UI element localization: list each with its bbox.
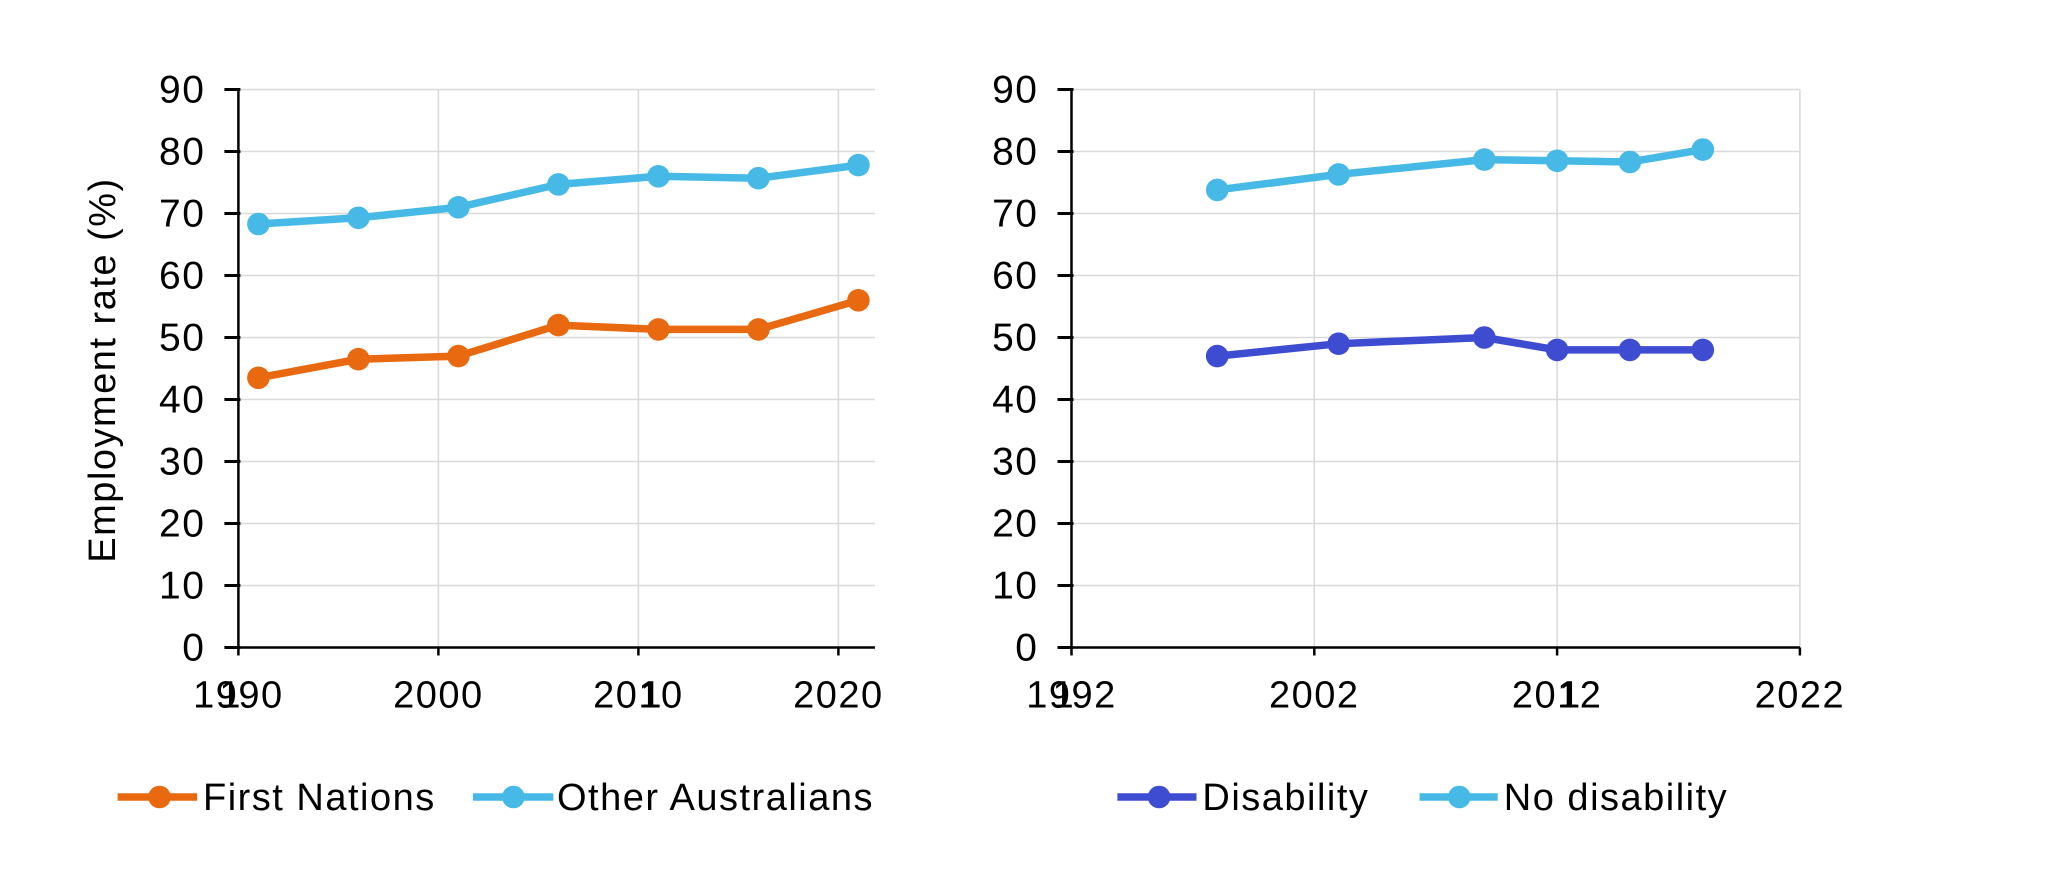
svg-text:1: 1 <box>219 675 242 717</box>
svg-text:1: 1 <box>1559 675 1582 717</box>
svg-text:2022: 2022 <box>1755 675 1846 717</box>
svg-text:0: 0 <box>182 627 205 670</box>
svg-text:80: 80 <box>992 131 1038 174</box>
svg-text:60: 60 <box>159 255 205 298</box>
svg-text:50: 50 <box>992 317 1038 360</box>
svg-text:30: 30 <box>159 441 205 484</box>
svg-text:90: 90 <box>159 69 205 112</box>
svg-text:20: 20 <box>159 503 205 546</box>
svg-text:40: 40 <box>992 379 1038 422</box>
svg-text:1: 1 <box>1053 675 1076 717</box>
svg-text:2010: 2010 <box>593 675 684 717</box>
svg-text:40: 40 <box>159 379 205 422</box>
svg-text:30: 30 <box>992 441 1038 484</box>
svg-text:Employment rate (%): Employment rate (%) <box>82 177 124 562</box>
svg-text:2020: 2020 <box>793 675 884 717</box>
svg-text:10: 10 <box>159 565 205 608</box>
svg-text:50: 50 <box>159 317 205 360</box>
svg-text:No disability: No disability <box>1504 777 1728 819</box>
svg-text:2012: 2012 <box>1512 675 1603 717</box>
svg-text:First Nations: First Nations <box>203 777 436 819</box>
svg-text:Other Australians: Other Australians <box>557 777 874 819</box>
svg-text:60: 60 <box>992 255 1038 298</box>
svg-text:0: 0 <box>1015 627 1038 670</box>
svg-text:90: 90 <box>992 69 1038 112</box>
svg-text:70: 70 <box>992 193 1038 236</box>
svg-text:1: 1 <box>640 675 663 717</box>
svg-text:2000: 2000 <box>393 675 484 717</box>
svg-text:10: 10 <box>992 565 1038 608</box>
svg-text:Disability: Disability <box>1202 777 1369 819</box>
svg-text:80: 80 <box>159 131 205 174</box>
svg-text:2002: 2002 <box>1269 675 1360 717</box>
svg-text:20: 20 <box>992 503 1038 546</box>
svg-text:70: 70 <box>159 193 205 236</box>
